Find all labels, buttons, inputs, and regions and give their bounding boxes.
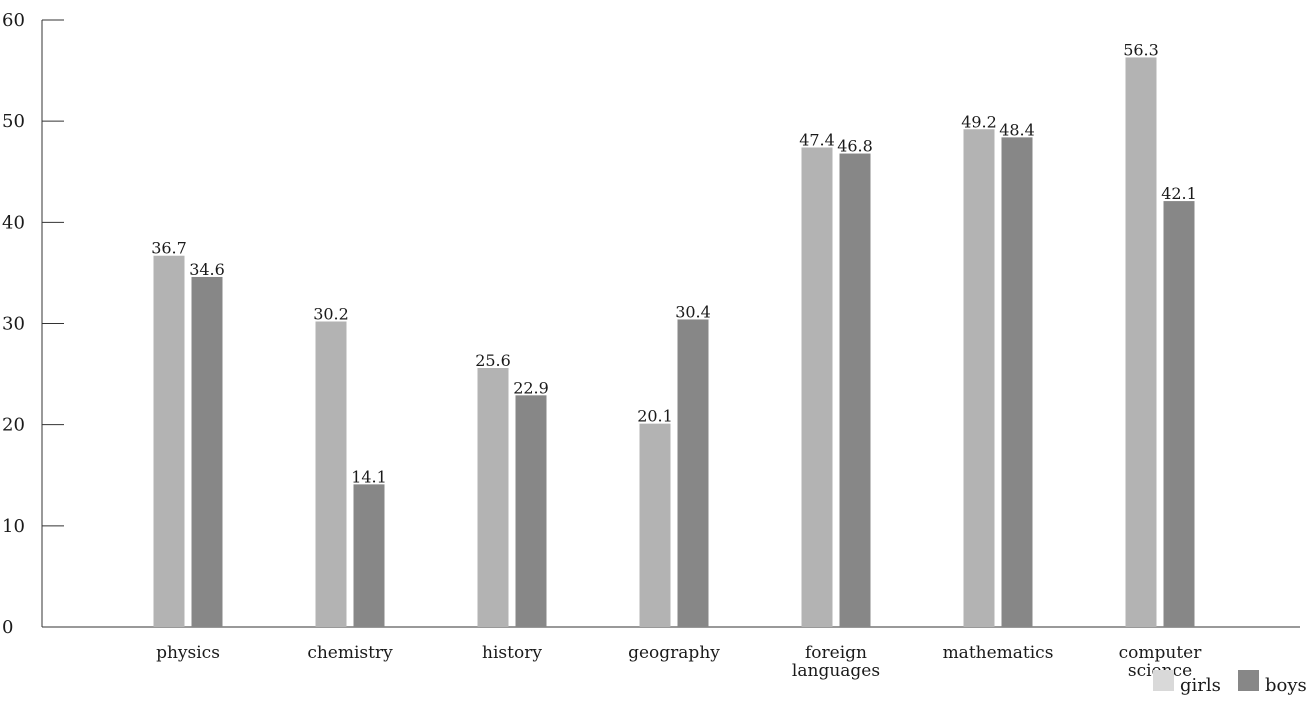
legend: girls boys [1153,670,1307,696]
y-tick-label-10: 10 [2,516,25,537]
category-label-line: history [482,643,542,663]
bar-boys-5 [1001,137,1033,627]
bar-girls-6 [1125,57,1157,628]
category-label-3: geography [628,643,720,663]
bar-boys-2 [515,395,547,627]
category-label-line: mathematics [943,643,1054,663]
y-tick-label-40: 40 [2,212,25,233]
bar-boys-1 [353,484,385,627]
category-label-line: geography [628,643,720,663]
category-label-0: physics [156,643,220,663]
value-labels: 36.7 30.2 25.6 20.1 47.4 49.2 56.3 34.6 14.1 22.9… [151,40,1197,486]
category-label-2: history [482,643,542,663]
bar-girls-5 [963,129,995,627]
legend-label-boys: boys [1265,675,1307,696]
legend-label-girls: girls [1180,675,1221,696]
value-label-boys-0: 34.6 [189,260,225,279]
legend-swatch-boys [1238,670,1259,691]
y-tick-label-0: 0 [2,617,13,638]
value-label-girls-5: 49.2 [961,112,997,131]
bar-girls-2 [477,368,509,627]
bar-boys-0 [191,276,223,627]
bar-girls-1 [315,321,347,627]
y-tick-label-20: 20 [2,415,25,436]
bar-boys-4 [839,153,871,628]
bar-girls-0 [153,255,185,628]
value-label-boys-1: 14.1 [351,467,387,486]
axes [41,20,1300,628]
category-label-5: mathematics [943,643,1054,663]
y-ticks: 0 10 20 30 40 50 60 [2,10,64,638]
value-label-boys-5: 48.4 [999,120,1035,139]
bar-girls-3 [639,423,671,627]
category-label-line: physics [156,643,220,663]
value-label-girls-0: 36.7 [151,239,187,258]
legend-swatch-girls [1153,670,1174,691]
bar-boys-3 [677,319,709,627]
bar-girls-4 [801,147,833,627]
category-labels: physics chemistry history geography foreign l… [156,643,1202,681]
category-label-line: chemistry [307,643,393,663]
category-label-1: chemistry [307,643,393,663]
category-label-line: computer [1119,643,1203,663]
y-tick-label-50: 50 [2,111,25,132]
value-label-girls-4: 47.4 [799,130,835,149]
value-label-girls-1: 30.2 [313,304,349,323]
category-label-line: languages [792,661,880,681]
value-label-boys-2: 22.9 [513,378,549,397]
value-label-girls-6: 56.3 [1123,40,1159,59]
value-label-boys-3: 30.4 [675,302,711,321]
y-tick-label-60: 60 [2,10,25,31]
value-label-girls-3: 20.1 [637,407,673,426]
category-label-4: foreign languages [792,643,880,681]
value-label-boys-6: 42.1 [1161,184,1197,203]
value-label-girls-2: 25.6 [475,351,511,370]
y-tick-label-30: 30 [2,314,25,335]
bars [153,57,1195,628]
value-label-boys-4: 46.8 [837,137,873,156]
category-label-line: foreign [805,643,867,663]
bar-boys-6 [1163,201,1195,628]
